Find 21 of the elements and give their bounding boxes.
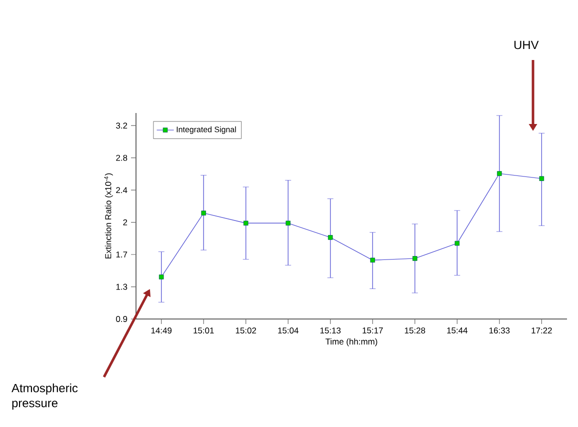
y-tick-label: 2 xyxy=(123,219,128,226)
x-tick-label: 15:17 xyxy=(362,328,383,334)
x-tick-label: 15:44 xyxy=(447,328,468,334)
x-tick-label: 15:28 xyxy=(404,328,426,334)
text: Atmospheric pressure xyxy=(12,384,78,410)
y-tick-label: 3.2 xyxy=(116,122,128,129)
x-tick-label: 14:49 xyxy=(151,328,172,334)
y-tick-label: 0.9 xyxy=(116,316,128,322)
y-tick-label: 2.4 xyxy=(116,187,128,194)
y-tick-label: 2.8 xyxy=(116,154,128,161)
text: UHV xyxy=(514,40,539,50)
x-tick-label: 15:02 xyxy=(236,328,256,334)
x-tick-label: 16:33 xyxy=(489,328,510,334)
x-tick-label: 15:13 xyxy=(320,328,341,334)
x-axis-title: Time (hh:mm) xyxy=(326,338,378,346)
y-tick-label: 1.3 xyxy=(116,284,128,290)
x-tick-label: 15:04 xyxy=(278,328,298,334)
x-tick-label: 15:01 xyxy=(194,328,214,334)
y-axis-title: Extinction Ratio (x10$^{-4}$) xyxy=(104,173,113,258)
y-tick-label: 1.7 xyxy=(116,252,128,258)
x-tick-label: 17:22 xyxy=(532,328,552,334)
